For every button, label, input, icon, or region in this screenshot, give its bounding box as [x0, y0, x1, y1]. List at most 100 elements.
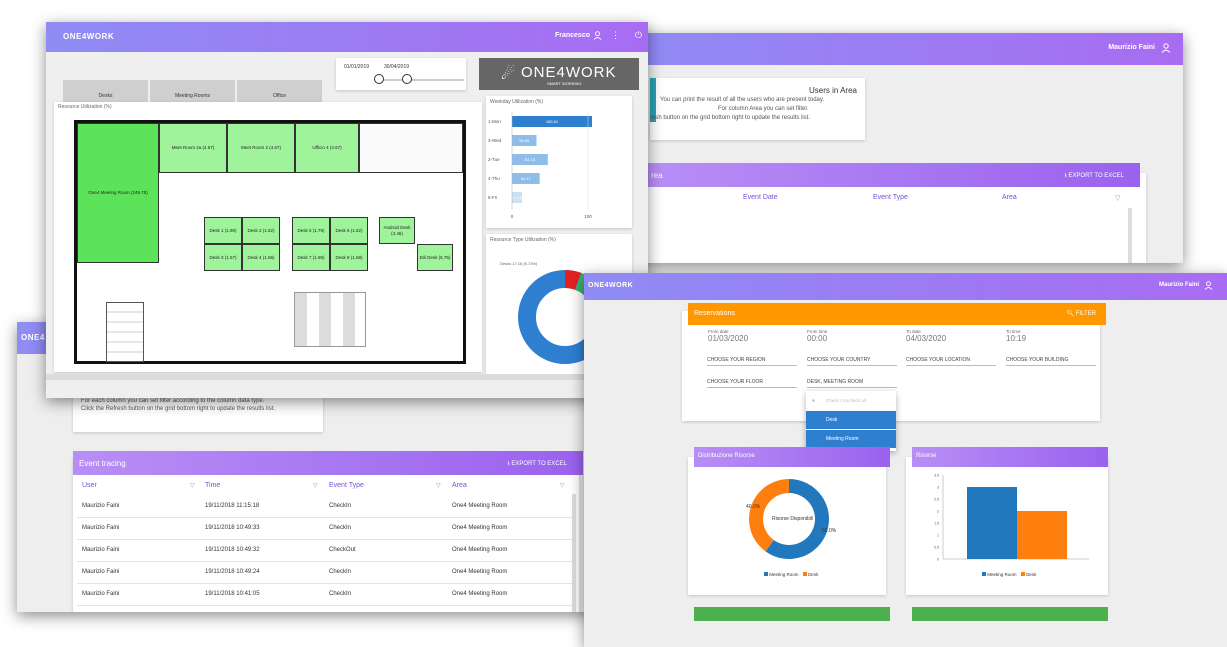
bar-meeting-room[interactable] [967, 487, 1017, 559]
filter-icon[interactable]: ▽ [436, 483, 441, 489]
weekday-bar[interactable] [512, 154, 548, 165]
floor-outline [74, 120, 466, 364]
users-title: Users in Area [808, 86, 857, 95]
filter-button[interactable]: 🔍︎ FILTER [1066, 311, 1096, 317]
meeting-room-option[interactable]: Meeting Room [806, 430, 896, 448]
pie-slice-meeting-room[interactable] [765, 479, 829, 559]
user-icon[interactable] [593, 31, 602, 40]
desk-option[interactable]: Desk [806, 411, 896, 429]
building-select[interactable]: CHOOSE YOUR BUILDING [1006, 357, 1096, 366]
table-row[interactable]: Maurizio Faini 19/11/2018 10:49:24 Check… [77, 562, 572, 584]
to-time-input[interactable]: 10:19 [1006, 334, 1027, 343]
weekday-bar[interactable] [512, 192, 522, 203]
filter-icon[interactable]: ▽ [1115, 195, 1121, 202]
weekday-bar-chart: 1-Mon 185.61 3-Wed 56.86 2-Tue 83.13 4-Thu 64.1… [488, 112, 592, 219]
to-date-input[interactable]: 04/03/2020 [906, 334, 947, 343]
date-slider-handle[interactable] [374, 74, 384, 84]
col-event-date[interactable]: Event Date [743, 194, 778, 201]
weekday-category-label: 4-Thu [488, 176, 500, 181]
weekday-bar[interactable] [512, 116, 592, 127]
desk-android[interactable]: Android Desk (4.46) [379, 217, 415, 244]
export-excel-button[interactable]: ⭳ EXPORT TO EXCEL [507, 461, 567, 467]
weekday-category-label: 1-Mon [488, 119, 501, 124]
date-from: 01/01/2019 [344, 64, 370, 70]
col-area[interactable]: Area [452, 482, 467, 489]
table-row[interactable]: Maurizio Faini 19/11/2018 11:15:18 Check… [77, 496, 572, 518]
room-office-4[interactable]: Ufficio 4 (4.67) [295, 123, 359, 173]
weekday-value-label: 23.15 [512, 195, 523, 200]
col-event-type[interactable]: Event Type [873, 194, 908, 201]
cell-user: Maurizio Faini [82, 591, 120, 597]
app-logo[interactable]: ONE4 [21, 333, 45, 342]
desk-4[interactable]: Desk 4 (1.56) [242, 244, 280, 271]
green-bar [694, 607, 890, 621]
user-icon[interactable] [1204, 281, 1213, 290]
cell-type: CheckOut [329, 547, 356, 553]
country-select[interactable]: CHOOSE YOUR COUNTRY [807, 357, 897, 366]
desk-5[interactable]: Desk 5 (1.79) [292, 217, 330, 244]
more-icon[interactable]: ⋮ [611, 30, 620, 40]
desk-1[interactable]: Desk 1 (1.90) [204, 217, 242, 244]
power-icon[interactable]: ⏻ [634, 30, 642, 40]
col-area[interactable]: Area [1002, 194, 1017, 201]
table-row[interactable]: Maurizio Faini 19/11/2018 10:49:32 Check… [77, 540, 572, 562]
check-all-option[interactable]: ■ Check / Uncheck all [812, 398, 866, 403]
room-meeting[interactable]: One4 Meeting Room (249.75) [77, 123, 159, 263]
cell-time: 19/11/2018 10:49:24 [205, 569, 260, 575]
floor-plan-card: Resource Utilization (%) One4 Meeting Ro… [54, 102, 482, 372]
weekday-value-label: 64.17 [521, 176, 532, 181]
room-meet-2[interactable]: Meet Room 2 (4.67) [227, 123, 295, 173]
desk-6[interactable]: Desk 6 (1.52) [330, 217, 368, 244]
location-select[interactable]: CHOOSE YOUR LOCATION [906, 357, 996, 366]
desk-2[interactable]: Desk 2 (1.52) [242, 217, 280, 244]
col-time[interactable]: Time [205, 482, 221, 489]
filter-icon[interactable]: ▽ [560, 483, 565, 489]
date-slider-track[interactable] [374, 79, 464, 81]
date-slider-handle[interactable] [402, 74, 412, 84]
bar-desk[interactable] [1017, 511, 1067, 559]
pie-label-meeting: 60.0% [822, 528, 837, 534]
from-time-label: From time [807, 329, 828, 334]
grid-scrollbar[interactable] [1128, 208, 1132, 263]
weekday-category-label: 2-Tue [488, 157, 500, 162]
region-select[interactable]: CHOOSE YOUR REGION [707, 357, 797, 366]
resource-type-select[interactable]: DESK, MEETING ROOM [807, 379, 897, 388]
desk-7[interactable]: Desk 7 (1.86) [292, 244, 330, 271]
pie-slice-desk[interactable] [749, 479, 789, 552]
user-icon[interactable] [1161, 43, 1171, 53]
app-logo[interactable]: ONE4WORK [588, 282, 634, 289]
bottom-scrollbar[interactable] [46, 374, 648, 380]
to-time-label: To time [1006, 329, 1021, 334]
cell-area: One4 Meeting Room [452, 591, 508, 597]
filter-icon[interactable]: ▽ [313, 483, 318, 489]
users-grid-header: rea ⭳ EXPORT TO EXCEL [648, 163, 1140, 187]
weekday-card: Weekday Utilization (%) 1-Mon 185.61 3-Wed… [486, 96, 632, 228]
pie-center-label: Risorse Disponibili [772, 516, 814, 522]
info-line: resh button on the grid bottom right to … [650, 115, 811, 121]
from-time-input[interactable]: 00:00 [807, 334, 828, 343]
info-line: Click the Refresh button on the grid bot… [81, 406, 276, 412]
floor-select[interactable]: CHOOSE YOUR FLOOR [707, 379, 797, 388]
app-logo[interactable]: ONE4WORK [63, 32, 115, 41]
distribution-title: Distribuzione Risorse [698, 453, 755, 459]
weekday-bar[interactable] [512, 135, 537, 146]
table-row[interactable]: Maurizio Faini 19/11/2018 10:49:33 Check… [77, 518, 572, 540]
from-date-input[interactable]: 01/03/2020 [708, 334, 749, 343]
resource-dropdown: ■ Check / Uncheck all Desk Meeting Room [806, 391, 896, 451]
filter-icon[interactable]: ▽ [190, 483, 195, 489]
room-meet-2a[interactable]: Meet Room 2a (4.67) [159, 123, 227, 173]
user-name[interactable]: Francesco [554, 32, 590, 39]
export-excel-button[interactable]: ⭳ EXPORT TO EXCEL [1064, 173, 1124, 179]
desk-dili[interactable]: Dili Desk (6.75) [417, 244, 453, 271]
user-name[interactable]: Maurizio Faini [1108, 44, 1155, 51]
desk-3[interactable]: Desk 3 (1.57) [204, 244, 242, 271]
col-user[interactable]: User [82, 482, 97, 489]
user-name[interactable]: Maurizio Faini [1158, 282, 1199, 288]
grid-scrollbar[interactable] [572, 494, 576, 612]
bar-tick-label: 2 [937, 510, 939, 514]
table-row[interactable]: Maurizio Faini 19/11/2018 10:41:05 Check… [77, 584, 572, 606]
col-event-type[interactable]: Event Type [329, 482, 364, 489]
desk-8[interactable]: Desk 8 (1.58) [330, 244, 368, 271]
weekday-bar[interactable] [512, 173, 540, 184]
cell-area: One4 Meeting Room [452, 547, 508, 553]
